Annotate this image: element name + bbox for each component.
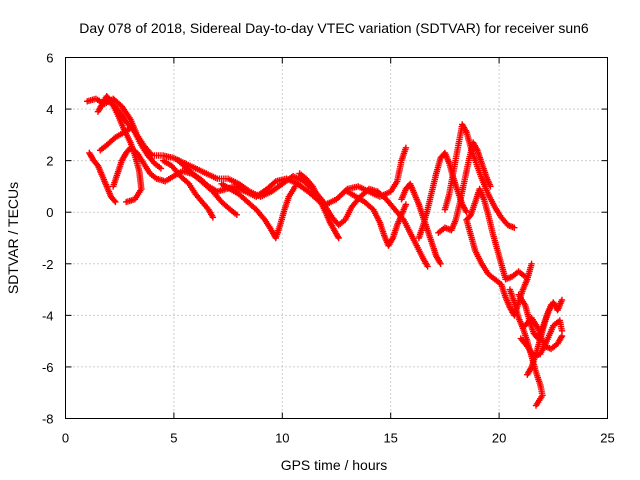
y-tick-label: 6 (46, 51, 53, 66)
x-tick-label: 20 (492, 431, 506, 446)
y-tick-label: 4 (46, 102, 53, 117)
data-track (86, 149, 119, 206)
x-tick-label: 10 (275, 431, 289, 446)
y-tick-label: -4 (42, 308, 54, 323)
x-tick-label: 15 (383, 431, 397, 446)
data-track (175, 157, 240, 218)
data-track (159, 157, 217, 221)
x-tick-label: 5 (170, 431, 177, 446)
y-tick-labels: -8 -6 -4 -2 0 2 4 6 (42, 51, 54, 427)
x-tick-labels: 0 5 10 15 20 25 (62, 431, 615, 446)
x-tick-label: 0 (62, 431, 69, 446)
data-track (97, 123, 136, 154)
data-track (435, 139, 494, 236)
y-axis-label: SDTVAR / TECUs (5, 182, 21, 294)
x-tick-label: 25 (600, 431, 614, 446)
data-series-sdtvar (84, 93, 566, 409)
plot-frame (65, 57, 608, 419)
y-tick-label: -2 (42, 257, 54, 272)
data-track (344, 188, 410, 249)
data-track (94, 93, 145, 206)
x-axis-label: GPS time / hours (281, 457, 388, 473)
y-tick-label: 0 (46, 205, 53, 220)
data-track (296, 170, 342, 242)
y-tick-label: -6 (42, 360, 54, 375)
data-track (218, 180, 299, 242)
y-tick-label: 2 (46, 154, 53, 169)
y-tick-label: -8 (42, 412, 54, 427)
data-track (517, 317, 566, 360)
data-track (515, 291, 555, 342)
chart-title: Day 078 of 2018, Sidereal Day-to-day VTE… (79, 20, 589, 36)
data-track (441, 121, 518, 231)
